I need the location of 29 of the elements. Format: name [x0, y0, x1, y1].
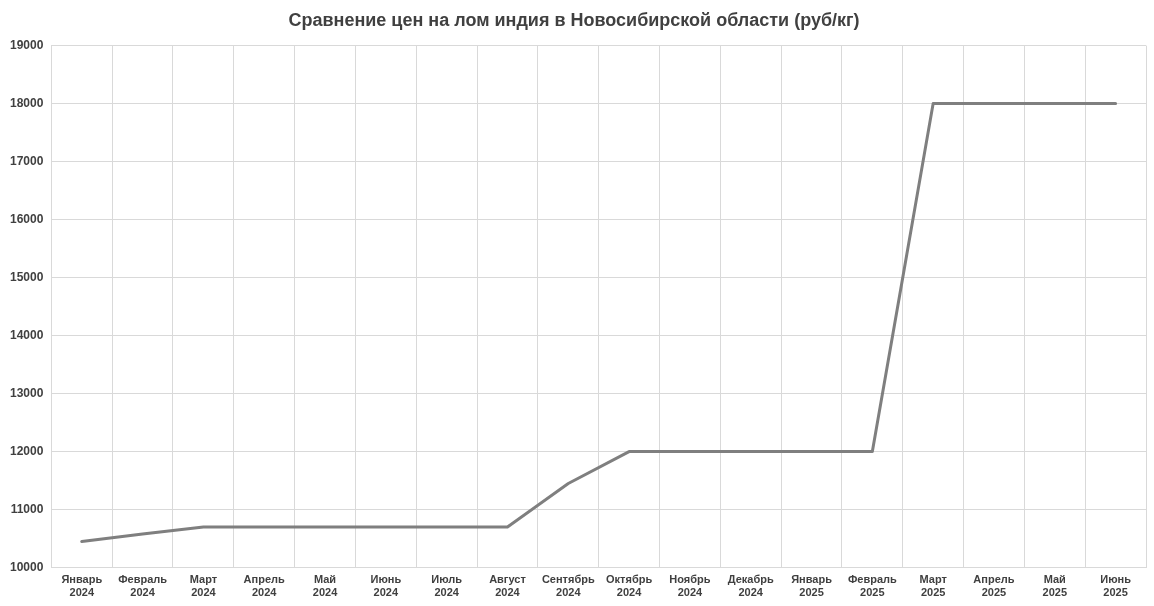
y-tick-label: 12000: [9, 443, 44, 458]
y-tick-label: 14000: [9, 327, 44, 342]
y-tick-label: 11000: [10, 501, 44, 516]
y-tick-label: 13000: [9, 385, 44, 400]
y-tick-label: 17000: [9, 153, 44, 168]
x-tick-label: Январь 2024: [61, 573, 103, 599]
x-tick-label: Ноябрь 2024: [669, 573, 711, 599]
x-tick-label: Февраль 2024: [118, 573, 168, 599]
y-tick-label: 19000: [9, 37, 44, 52]
x-tick-label: Май 2024: [312, 573, 339, 599]
x-tick-label: Март 2024: [189, 573, 218, 599]
y-tick-label: 10000: [9, 559, 44, 574]
x-tick-label: Март 2025: [919, 573, 948, 599]
x-tick-label: Сентябрь 2024: [541, 573, 595, 599]
x-tick-label: Июнь 2024: [370, 573, 402, 599]
y-tick-label: 16000: [9, 211, 44, 226]
x-tick-label: Август 2024: [489, 573, 527, 599]
x-tick-label: Февраль 2025: [847, 573, 898, 599]
x-tick-label: Декабрь 2024: [727, 573, 774, 599]
x-tick-label: Апрель 2025: [973, 573, 1015, 599]
x-tick-label: Апрель 2024: [243, 573, 286, 599]
x-tick-label: Октябрь 2024: [606, 573, 653, 599]
y-tick-label: 18000: [9, 95, 44, 110]
x-tick-label: Май 2025: [1042, 573, 1068, 599]
y-tick-label: 15000: [9, 269, 44, 284]
chart-title: Сравнение цен на лом индия в Новосибирской области (руб/кг): [288, 9, 860, 30]
x-tick-label: Январь 2025: [791, 573, 833, 599]
x-tick-label: Июнь 2025: [1100, 573, 1132, 599]
x-tick-label: Июль 2024: [431, 573, 463, 599]
